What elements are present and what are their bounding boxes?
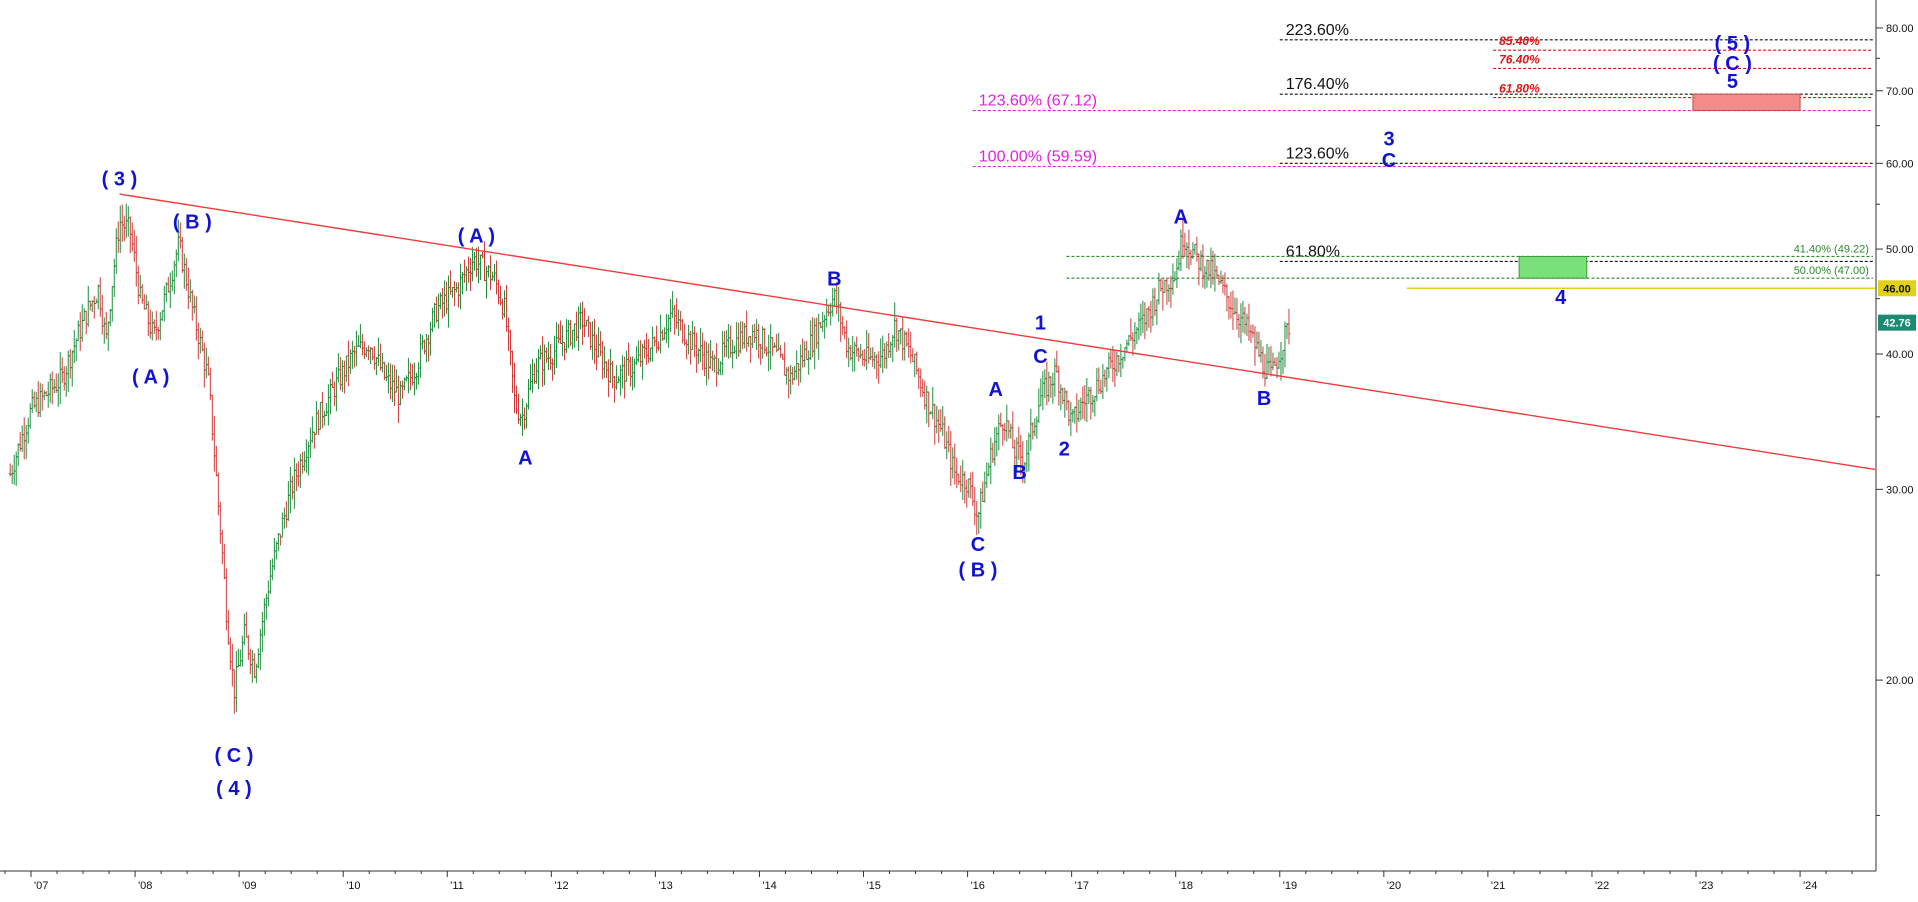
wave-label: ( 5 ): [1715, 33, 1751, 55]
wave-label: C: [1033, 346, 1047, 368]
support-price-tag: [1878, 280, 1916, 297]
wave-label: 2: [1059, 439, 1070, 461]
wave-label: B: [1257, 388, 1271, 410]
wave-label: ( B ): [959, 560, 998, 582]
fib-label: 100.00% (59.59): [979, 149, 1097, 166]
wave-label: ( 4 ): [216, 778, 252, 800]
x-tick-label: '15: [867, 880, 881, 892]
wave-label: 5: [1727, 71, 1738, 93]
last-price-label: 42.76: [1883, 318, 1911, 330]
resistance-trendline: [119, 193, 1876, 471]
x-tick-label: '19: [1283, 880, 1297, 892]
x-tick-label: '16: [971, 880, 985, 892]
wave-label: 4: [1555, 287, 1567, 309]
x-tick-label: '17: [1075, 880, 1089, 892]
x-tick-label: '10: [346, 880, 360, 892]
y-tick-label: 30.00: [1886, 484, 1914, 496]
fib-label: 61.80%: [1499, 82, 1540, 96]
x-axis: '07 '08 '09 '10 '11 '12 '13 '14 '15 '16 '17 '18 '19 '…: [0, 870, 1876, 892]
y-tick-label: 80.00: [1886, 23, 1914, 35]
x-tick-label: '23: [1699, 880, 1713, 892]
wave-label: B: [1012, 462, 1026, 484]
fib-label: 50.00% (47.00): [1794, 265, 1869, 277]
wave-label: ( A ): [458, 225, 495, 247]
y-tick-label: 60.00: [1886, 158, 1914, 170]
wave5-target-zone: [1692, 93, 1801, 112]
x-tick-label: '21: [1491, 880, 1505, 892]
x-tick-label: '07: [34, 880, 48, 892]
x-tick-label: '09: [242, 880, 256, 892]
fib-label: 85.40%: [1499, 34, 1540, 48]
x-tick-label: '14: [762, 880, 776, 892]
price-bars: [8, 203, 1291, 714]
y-tick-label: 50.00: [1886, 244, 1914, 256]
target-zones: [1518, 93, 1801, 279]
x-tick-label: '08: [138, 880, 152, 892]
wave-label: A: [1174, 206, 1188, 228]
wave-label: A: [988, 379, 1002, 401]
wave-label: ( 3 ): [102, 168, 138, 190]
wave-label: A: [518, 447, 532, 469]
x-tick-label: '24: [1803, 880, 1817, 892]
y-tick-label: 70.00: [1886, 86, 1914, 98]
support-price-label: 46.00: [1883, 283, 1911, 295]
y-tick-label: 20.00: [1886, 675, 1914, 687]
y-tick-label: 40.00: [1886, 349, 1914, 361]
wave-label: 3: [1383, 129, 1394, 151]
x-tick-label: '12: [554, 880, 568, 892]
fib-label: 41.40% (49.22): [1794, 243, 1869, 255]
wave-labels: ( 3 ) ( B ) ( A ) ( C ) ( 4 ) ( A ) A B 1 C A B 2 C ( …: [102, 33, 1752, 800]
trendline-layer: [119, 193, 1876, 471]
wave-label: ( C ): [1713, 53, 1752, 75]
fib-label: 123.60% (67.12): [979, 93, 1097, 110]
last-price-tag: [1878, 314, 1916, 331]
wave-label: ( C ): [214, 745, 253, 767]
wave-label: C: [1382, 150, 1396, 172]
x-tick-label: '13: [658, 880, 672, 892]
x-tick-label: '11: [450, 880, 464, 892]
x-tick-label: '20: [1387, 880, 1401, 892]
fib-label: 61.80%: [1286, 243, 1340, 260]
x-tick-label: '22: [1595, 880, 1609, 892]
x-tick-label: '18: [1179, 880, 1193, 892]
fib-label: 123.60%: [1286, 145, 1349, 162]
fib-label: 76.40%: [1499, 52, 1540, 66]
wave-label: B: [827, 268, 841, 290]
wave-label: 1: [1035, 313, 1046, 335]
wave4-target-zone: [1518, 255, 1588, 279]
fib-label: 223.60%: [1286, 22, 1349, 39]
wave-label: ( A ): [132, 366, 169, 388]
fib-label: 176.40%: [1286, 76, 1349, 93]
wave-label: C: [971, 534, 985, 556]
wave-label: ( B ): [173, 212, 212, 234]
y-axis: 20.00 30.00 40.00 50.00 60.00 70.00 80.00 46.00…: [1875, 0, 1916, 871]
